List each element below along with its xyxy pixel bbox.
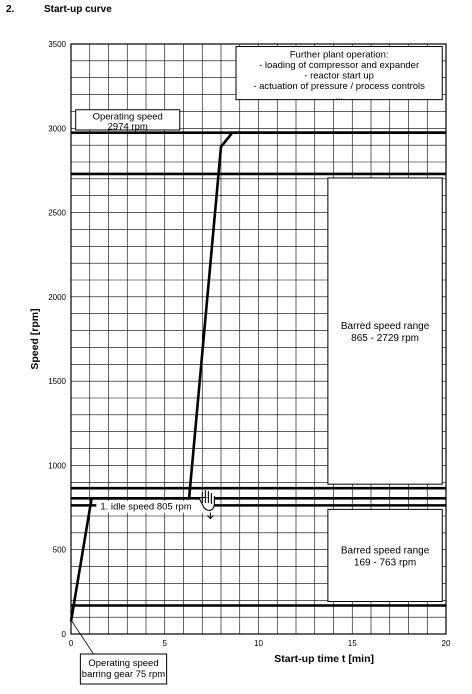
operating-speed-label: 2974 rpm	[108, 122, 148, 133]
x-tick-label: 10	[254, 639, 263, 648]
barred-range-label: Barred speed range	[341, 545, 430, 556]
x-tick-label: 20	[442, 639, 451, 648]
further-operation-box	[235, 46, 443, 101]
further-operation-label: - actuation of pressure / process contro…	[253, 81, 425, 92]
barred-range-label: 865 - 2729 rpm	[351, 333, 419, 344]
x-tick-label: 0	[69, 639, 74, 648]
section-number: 2.	[6, 4, 15, 15]
x-tick-label: 5	[163, 639, 168, 648]
further-operation-label: - reactor start up	[304, 71, 374, 82]
y-tick-label: 0	[62, 630, 67, 639]
barring-gear-label: barring gear 75 rpm	[82, 669, 166, 680]
further-operation-label: - loading of compressor and expander	[259, 60, 419, 71]
barred-range-box	[327, 177, 443, 485]
operating-speed-box	[75, 109, 181, 131]
y-axis-label: Speed [rpm]	[29, 308, 41, 369]
barring-gear-label: Operating speed	[88, 658, 158, 669]
y-tick-label: 3500	[48, 40, 66, 49]
barring-gear-leader	[71, 621, 94, 655]
operating-speed-label: Operating speed	[93, 112, 163, 123]
section-title: Start-up curve	[44, 4, 112, 15]
y-tick-label: 3000	[48, 124, 66, 133]
y-tick-label: 1000	[48, 461, 66, 470]
section-heading: 2. Start-up curve	[0, 0, 472, 20]
further-operation-label: ...	[335, 92, 343, 103]
barring-gear-box	[79, 653, 168, 685]
y-tick-label: 500	[53, 546, 67, 555]
barred-range-box	[327, 508, 443, 603]
y-tick-label: 2500	[48, 209, 66, 218]
x-axis-label: Start-up time t [min]	[274, 653, 374, 665]
idle-speed-box	[96, 500, 205, 513]
barred-range-label: Barred speed range	[341, 321, 430, 332]
y-tick-label: 2000	[48, 293, 66, 302]
hand-cursor-icon	[198, 489, 215, 520]
y-tick-label: 1500	[48, 377, 66, 386]
x-tick-label: 15	[348, 639, 357, 648]
further-operation-label: Further plant operation:	[290, 50, 389, 61]
idle-speed-label: 1. idle speed 805 rpm	[100, 502, 191, 513]
speed-curve	[69, 131, 446, 622]
barred-range-label: 169 - 763 rpm	[354, 557, 416, 568]
